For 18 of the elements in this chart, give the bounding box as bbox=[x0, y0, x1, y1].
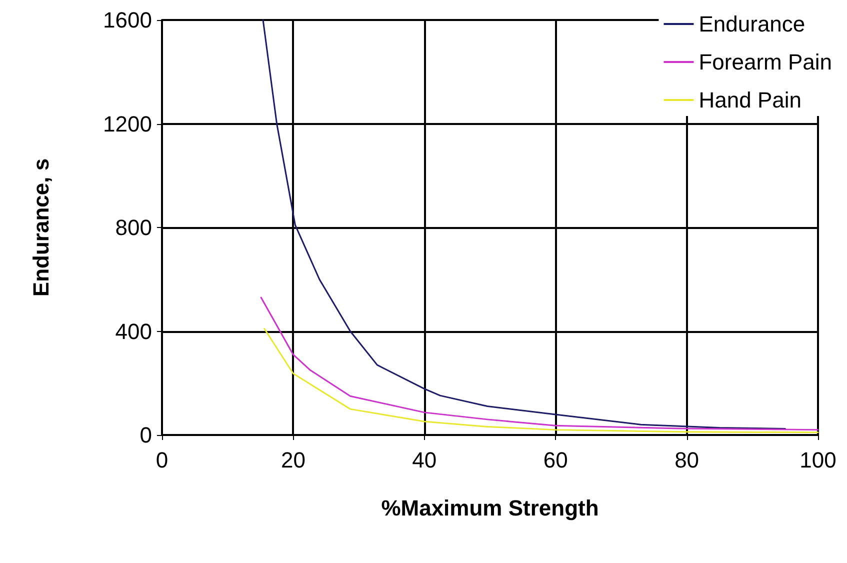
y-tick-label: 400 bbox=[115, 318, 152, 344]
x-tick-label: 60 bbox=[543, 448, 568, 472]
x-tick-label: 80 bbox=[674, 448, 700, 472]
y-tick-label: 800 bbox=[115, 215, 152, 240]
line-series bbox=[260, 296, 819, 431]
legend-label: Hand Pain bbox=[698, 88, 802, 112]
x-tick-label: 0 bbox=[156, 448, 168, 472]
x-tick-label: 20 bbox=[280, 448, 306, 472]
legend-label: Endurance bbox=[698, 12, 806, 36]
y-axis-title: Endurance, s bbox=[28, 158, 54, 297]
y-tick-label: 0 bbox=[140, 422, 152, 448]
legend-label: Forearm Pain bbox=[698, 50, 832, 74]
x-tick-label: 100 bbox=[800, 448, 836, 472]
y-tick-label: 1200 bbox=[103, 111, 152, 136]
line-series bbox=[264, 328, 819, 434]
x-tick-label: 40 bbox=[412, 448, 437, 472]
x-axis-title: %Maximum Strength bbox=[381, 496, 599, 520]
y-tick-label: 1600 bbox=[103, 8, 152, 32]
